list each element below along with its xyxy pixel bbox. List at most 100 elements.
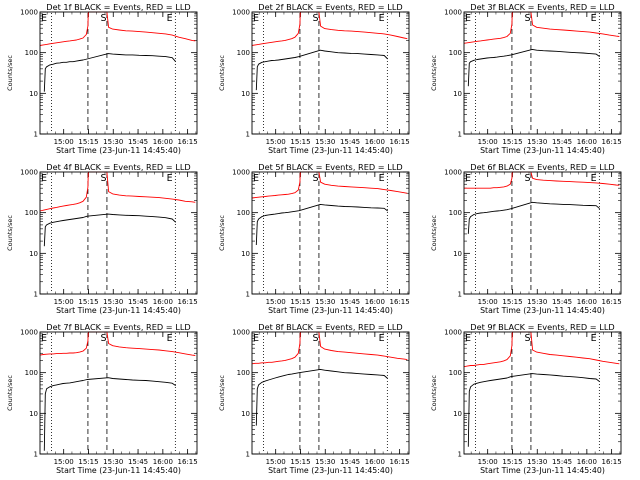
y-tick-label: 1000 xyxy=(232,329,250,337)
y-tick-label: 1000 xyxy=(20,9,38,17)
y-tick-label: 100 xyxy=(449,49,462,57)
y-tick-label: 10 xyxy=(241,410,250,418)
y-tick-label: 100 xyxy=(449,209,462,217)
y-tick-label: 1 xyxy=(34,451,38,459)
y-tick-label: 1 xyxy=(34,131,38,139)
x-tick-label: 15:30 xyxy=(103,458,123,466)
y-tick-label: 1000 xyxy=(20,169,38,177)
y-tick-label: 1000 xyxy=(444,329,462,337)
x-tick-label: 16:15 xyxy=(602,298,622,306)
panel-title: Det 2f BLACK = Events, RED = LLD xyxy=(258,2,402,12)
event-marker: E xyxy=(167,333,173,344)
event-marker: S xyxy=(100,173,106,184)
x-tick-label: 15:45 xyxy=(128,458,148,466)
event-marker: E xyxy=(379,333,385,344)
x-axis-label: Start Time (23-Jun-11 14:45:40) xyxy=(268,466,393,475)
x-axis-label: Start Time (23-Jun-11 14:45:40) xyxy=(480,466,605,475)
y-axis-label: Counts/sec xyxy=(6,215,14,251)
x-tick-label: 15:00 xyxy=(266,138,286,146)
y-tick-label: 10 xyxy=(453,410,462,418)
y-axis-label: Counts/sec xyxy=(218,375,226,411)
events-series-line xyxy=(255,368,388,426)
y-tick-label: 100 xyxy=(237,209,250,217)
detector-panel-7: Det 7f BLACK = Events, RED = LLD Counts/s… xyxy=(6,322,198,475)
x-tick-label: 15:00 xyxy=(478,458,498,466)
x-tick-label: 15:45 xyxy=(552,298,572,306)
y-tick-label: 100 xyxy=(25,49,38,57)
event-marker: E xyxy=(591,13,597,24)
x-tick-label: 16:00 xyxy=(577,138,597,146)
x-tick-label: 15:00 xyxy=(266,458,286,466)
detector-panel-4: Det 4f BLACK = Events, RED = LLD Counts/s… xyxy=(6,162,198,315)
x-tick-label: 16:15 xyxy=(390,298,410,306)
detector-panel-6: Det 6f BLACK = Events, RED = LLD Counts/s… xyxy=(430,162,622,315)
events-series-line xyxy=(43,377,176,451)
x-axis-label: Start Time (23-Jun-11 14:45:40) xyxy=(56,146,181,155)
x-tick-label: 15:15 xyxy=(290,298,310,306)
event-marker: E xyxy=(167,13,173,24)
x-tick-label: 15:00 xyxy=(478,138,498,146)
x-tick-label: 15:30 xyxy=(103,298,123,306)
plot-frame xyxy=(39,11,198,135)
panel-title: Det 5f BLACK = Events, RED = LLD xyxy=(258,162,402,172)
x-tick-label: 16:15 xyxy=(602,458,622,466)
x-tick-label: 15:00 xyxy=(54,298,74,306)
events-series-line xyxy=(43,213,177,247)
plot-frame xyxy=(251,331,410,455)
x-tick-label: 16:00 xyxy=(365,458,385,466)
y-tick-label: 1 xyxy=(246,291,250,299)
event-marker: S xyxy=(100,13,106,24)
y-axis-label: Counts/sec xyxy=(430,55,438,91)
detector-panel-2: Det 2f BLACK = Events, RED = LLD Counts/s… xyxy=(218,2,410,155)
y-tick-label: 1 xyxy=(34,291,38,299)
event-marker: E xyxy=(167,173,173,184)
event-marker: E xyxy=(465,333,471,344)
detector-panel-9: Det 9f BLACK = Events, RED = LLD Counts/s… xyxy=(430,322,622,475)
events-series-line xyxy=(467,48,600,87)
event-marker: S xyxy=(312,333,318,344)
y-tick-label: 1000 xyxy=(20,329,38,337)
detector-panel-3: Det 3f BLACK = Events, RED = LLD Counts/s… xyxy=(430,2,622,155)
x-tick-label: 16:00 xyxy=(365,298,385,306)
events-series-line xyxy=(255,49,389,91)
x-axis-label: Start Time (23-Jun-11 14:45:40) xyxy=(480,306,605,315)
plot-frame xyxy=(251,171,410,295)
x-axis-label: Start Time (23-Jun-11 14:45:40) xyxy=(56,466,181,475)
plot-frame xyxy=(39,331,198,455)
panel-title: Det 3f BLACK = Events, RED = LLD xyxy=(470,2,614,12)
event-marker: E xyxy=(465,13,471,24)
event-marker: E xyxy=(465,173,471,184)
y-tick-label: 10 xyxy=(29,410,38,418)
x-tick-label: 15:00 xyxy=(54,458,74,466)
x-tick-label: 16:00 xyxy=(153,298,173,306)
y-axis-label: Counts/sec xyxy=(218,55,226,91)
x-tick-label: 15:45 xyxy=(128,298,148,306)
x-tick-label: 15:15 xyxy=(290,138,310,146)
event-marker: E xyxy=(379,173,385,184)
y-tick-label: 100 xyxy=(449,369,462,377)
y-tick-label: 1 xyxy=(458,291,462,299)
x-tick-label: 15:30 xyxy=(527,298,547,306)
y-axis-label: Counts/sec xyxy=(430,215,438,251)
panel-title: Det 6f BLACK = Events, RED = LLD xyxy=(470,162,614,172)
event-marker: E xyxy=(41,333,47,344)
x-tick-label: 15:15 xyxy=(78,138,98,146)
x-tick-label: 15:45 xyxy=(340,298,360,306)
y-axis-label: Counts/sec xyxy=(6,375,14,411)
event-marker: S xyxy=(524,173,530,184)
x-tick-label: 15:00 xyxy=(54,138,74,146)
x-tick-label: 16:00 xyxy=(577,298,597,306)
event-marker: E xyxy=(41,173,47,184)
x-tick-label: 15:15 xyxy=(78,298,98,306)
panel-title: Det 9f BLACK = Events, RED = LLD xyxy=(470,322,614,332)
event-marker: S xyxy=(312,173,318,184)
plot-frame xyxy=(39,171,198,295)
y-axis-label: Counts/sec xyxy=(430,375,438,411)
x-tick-label: 15:30 xyxy=(315,458,335,466)
detector-panel-8: Det 8f BLACK = Events, RED = LLD Counts/s… xyxy=(218,322,410,475)
detector-panel-1: Det 1f BLACK = Events, RED = LLD Counts/s… xyxy=(6,2,198,155)
x-tick-label: 15:15 xyxy=(502,138,522,146)
plot-frame xyxy=(463,11,622,135)
event-marker: S xyxy=(524,333,530,344)
panel-title: Det 8f BLACK = Events, RED = LLD xyxy=(258,322,402,332)
